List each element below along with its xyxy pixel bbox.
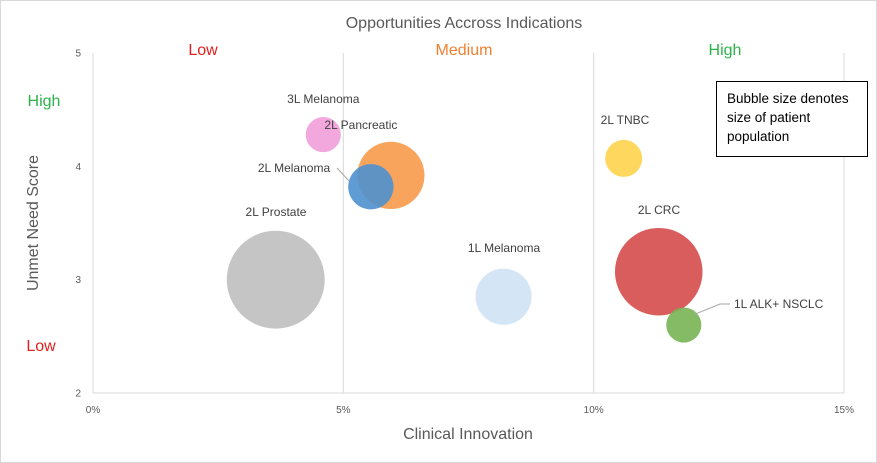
bubble-label: 2L CRC: [638, 203, 681, 217]
row-label-high: High: [28, 93, 61, 110]
x-tick-label: 10%: [584, 405, 604, 416]
bubble-size-note: Bubble size denotes size of patient popu…: [716, 81, 868, 157]
y-tick-label: 3: [75, 275, 81, 286]
chart-title: Opportunities Accross Indications: [346, 15, 583, 32]
bubble-label: 2L Pancreatic: [324, 118, 397, 132]
y-tick-label: 5: [75, 49, 81, 60]
x-axis-label: Clinical Innovation: [403, 426, 533, 443]
column-label-medium: Medium: [436, 42, 493, 59]
leader-lines: [336, 167, 730, 315]
bubble-label: 1L ALK+ NSCLC: [734, 297, 824, 311]
x-tick-label: 5%: [336, 405, 351, 416]
x-tick-label: 0%: [86, 405, 101, 416]
bubble-label: 3L Melanoma: [287, 92, 360, 106]
bubble-2l-crc: [614, 227, 703, 316]
bubble-label: 1L Melanoma: [468, 241, 541, 255]
bubble-2l-melanoma: [348, 164, 394, 210]
bubble-2l-tnbc: [605, 139, 643, 177]
column-label-low: Low: [188, 42, 218, 59]
bubble-2l-prostate: [226, 230, 325, 329]
bubble-3l-melanoma: [305, 117, 341, 153]
bubble-label: 2L TNBC: [601, 113, 650, 127]
row-label-low: Low: [26, 338, 56, 355]
leader-line: [694, 303, 730, 315]
labels: 0% 5% 10% 15% 2 3 4 5 3L Melanoma 2L Pancreatic 2L…: [75, 49, 854, 417]
x-tick-label: 15%: [834, 405, 854, 416]
bubble-1l-alk-nsclc: [666, 307, 702, 343]
bubble-label: 2L Prostate: [246, 205, 307, 219]
y-axis-label: Unmet Need Score: [25, 155, 42, 291]
bubble-1l-melanoma: [475, 268, 532, 325]
leader-line: [336, 167, 350, 182]
y-tick-label: 2: [75, 389, 81, 400]
bubbles: [226, 117, 703, 343]
column-label-high: High: [709, 42, 742, 59]
bubble-label: 2L Melanoma: [258, 161, 331, 175]
y-tick-label: 4: [75, 162, 81, 173]
